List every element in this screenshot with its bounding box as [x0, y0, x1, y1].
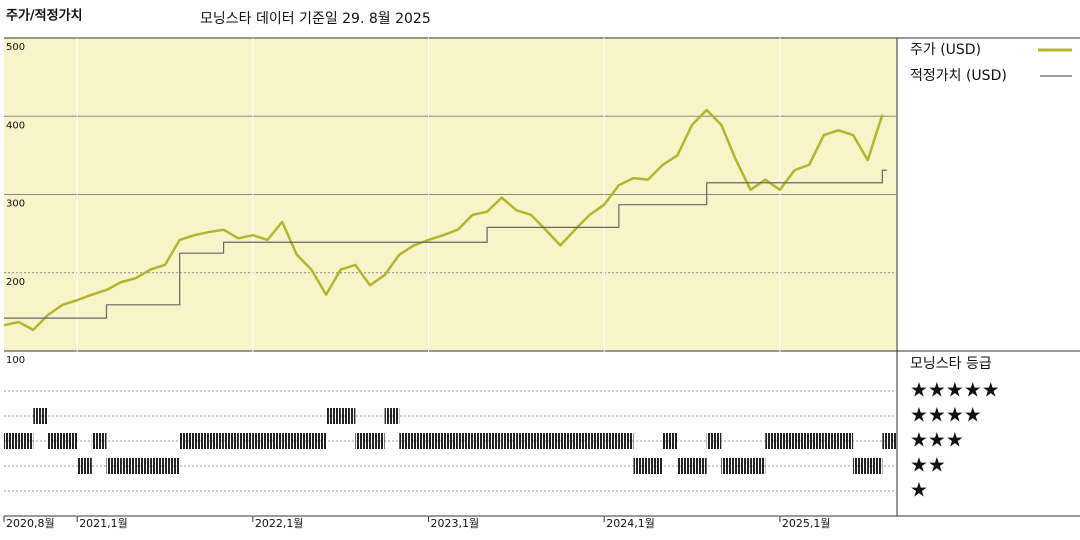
rating-bar	[721, 458, 736, 474]
rating-bar	[750, 458, 766, 474]
rating-bar	[194, 433, 209, 449]
y-tick-label: 400	[6, 120, 25, 131]
rating-bar	[662, 433, 678, 449]
rating-bar	[150, 458, 166, 474]
rating-bar	[91, 433, 107, 449]
rating-bar	[823, 433, 839, 449]
chart-subtitle: 모닝스타 데이터 기준일 29. 8월 2025	[200, 11, 431, 27]
rating-bar	[574, 433, 590, 449]
x-tick-label: 2021,1월	[79, 517, 128, 530]
rating-bar	[838, 433, 854, 449]
rating-bar	[384, 408, 400, 424]
rating-bar	[516, 433, 532, 449]
x-tick-label: 2023,1월	[431, 517, 480, 530]
rating-bar	[853, 458, 868, 474]
rating-bar	[33, 408, 48, 424]
rating-bar	[487, 433, 502, 449]
rating-bar	[706, 433, 722, 449]
rating-legend: ★★★★★	[910, 378, 1000, 402]
rating-bar	[560, 433, 575, 449]
rating-bar	[633, 458, 649, 474]
rating-bar	[77, 458, 92, 474]
y-tick-label: 200	[6, 277, 25, 288]
rating-bar	[355, 433, 370, 449]
rating-bar	[296, 433, 312, 449]
rating-bar	[779, 433, 795, 449]
rating-bar	[340, 408, 356, 424]
chart-title: 주가/적정가치	[6, 8, 83, 24]
x-tick-label: 2020,8월	[6, 517, 55, 530]
x-tick-label: 2022,1월	[255, 517, 304, 530]
rating-bar	[428, 433, 444, 449]
rating-bar	[62, 433, 78, 449]
rating-bar	[223, 433, 239, 449]
rating-bar	[311, 433, 327, 449]
rating-bar	[882, 433, 897, 449]
rating-bar	[47, 433, 63, 449]
rating-bar	[794, 433, 810, 449]
rating-legend: ★★	[910, 453, 946, 477]
rating-bar	[135, 458, 151, 474]
rating-legend: ★★★	[910, 428, 964, 452]
series-line	[3, 108, 884, 332]
y-tick-label: 300	[6, 199, 25, 210]
rating-bar	[238, 433, 253, 449]
rating-bar	[648, 458, 663, 474]
rating-bar	[369, 433, 385, 449]
rating-legend: ★	[910, 478, 928, 502]
rating-bar	[443, 433, 458, 449]
rating-bar	[106, 458, 122, 474]
rating-bar	[692, 458, 707, 474]
y-tick-label: 500	[6, 42, 25, 53]
rating-bar	[618, 433, 634, 449]
rating-bar	[326, 408, 341, 424]
rating-bar	[208, 433, 224, 449]
rating-bar	[457, 433, 473, 449]
rating-bar	[472, 433, 488, 449]
rating-bar	[4, 433, 19, 449]
legend-label: 적정가치 (USD)	[910, 68, 1007, 84]
rating-bar	[267, 433, 283, 449]
rating-bar	[545, 433, 561, 449]
rating-bar	[501, 433, 517, 449]
rating-bar	[121, 458, 136, 474]
series-line	[4, 169, 887, 319]
rating-bar	[589, 433, 605, 449]
rating-bar	[867, 458, 883, 474]
rating-bar	[179, 433, 195, 449]
rating-bar	[165, 458, 180, 474]
rating-bar	[413, 433, 429, 449]
rating-bar	[765, 433, 780, 449]
rating-bar	[531, 433, 546, 449]
rating-bar	[282, 433, 297, 449]
rating-bar	[399, 433, 414, 449]
rating-bar	[735, 458, 751, 474]
legend-label: 주가 (USD)	[910, 42, 981, 58]
rating-legend: ★★★★	[910, 403, 982, 427]
rating-bar	[809, 433, 824, 449]
x-tick-label: 2024,1월	[606, 517, 655, 530]
rating-bar	[604, 433, 619, 449]
rating-bar	[252, 433, 268, 449]
rating-bar	[677, 458, 693, 474]
rating-title: 모닝스타 등급	[910, 356, 992, 372]
y-tick-label: 100	[6, 355, 25, 366]
rating-bar	[18, 433, 34, 449]
x-tick-label: 2025,1월	[782, 517, 831, 530]
